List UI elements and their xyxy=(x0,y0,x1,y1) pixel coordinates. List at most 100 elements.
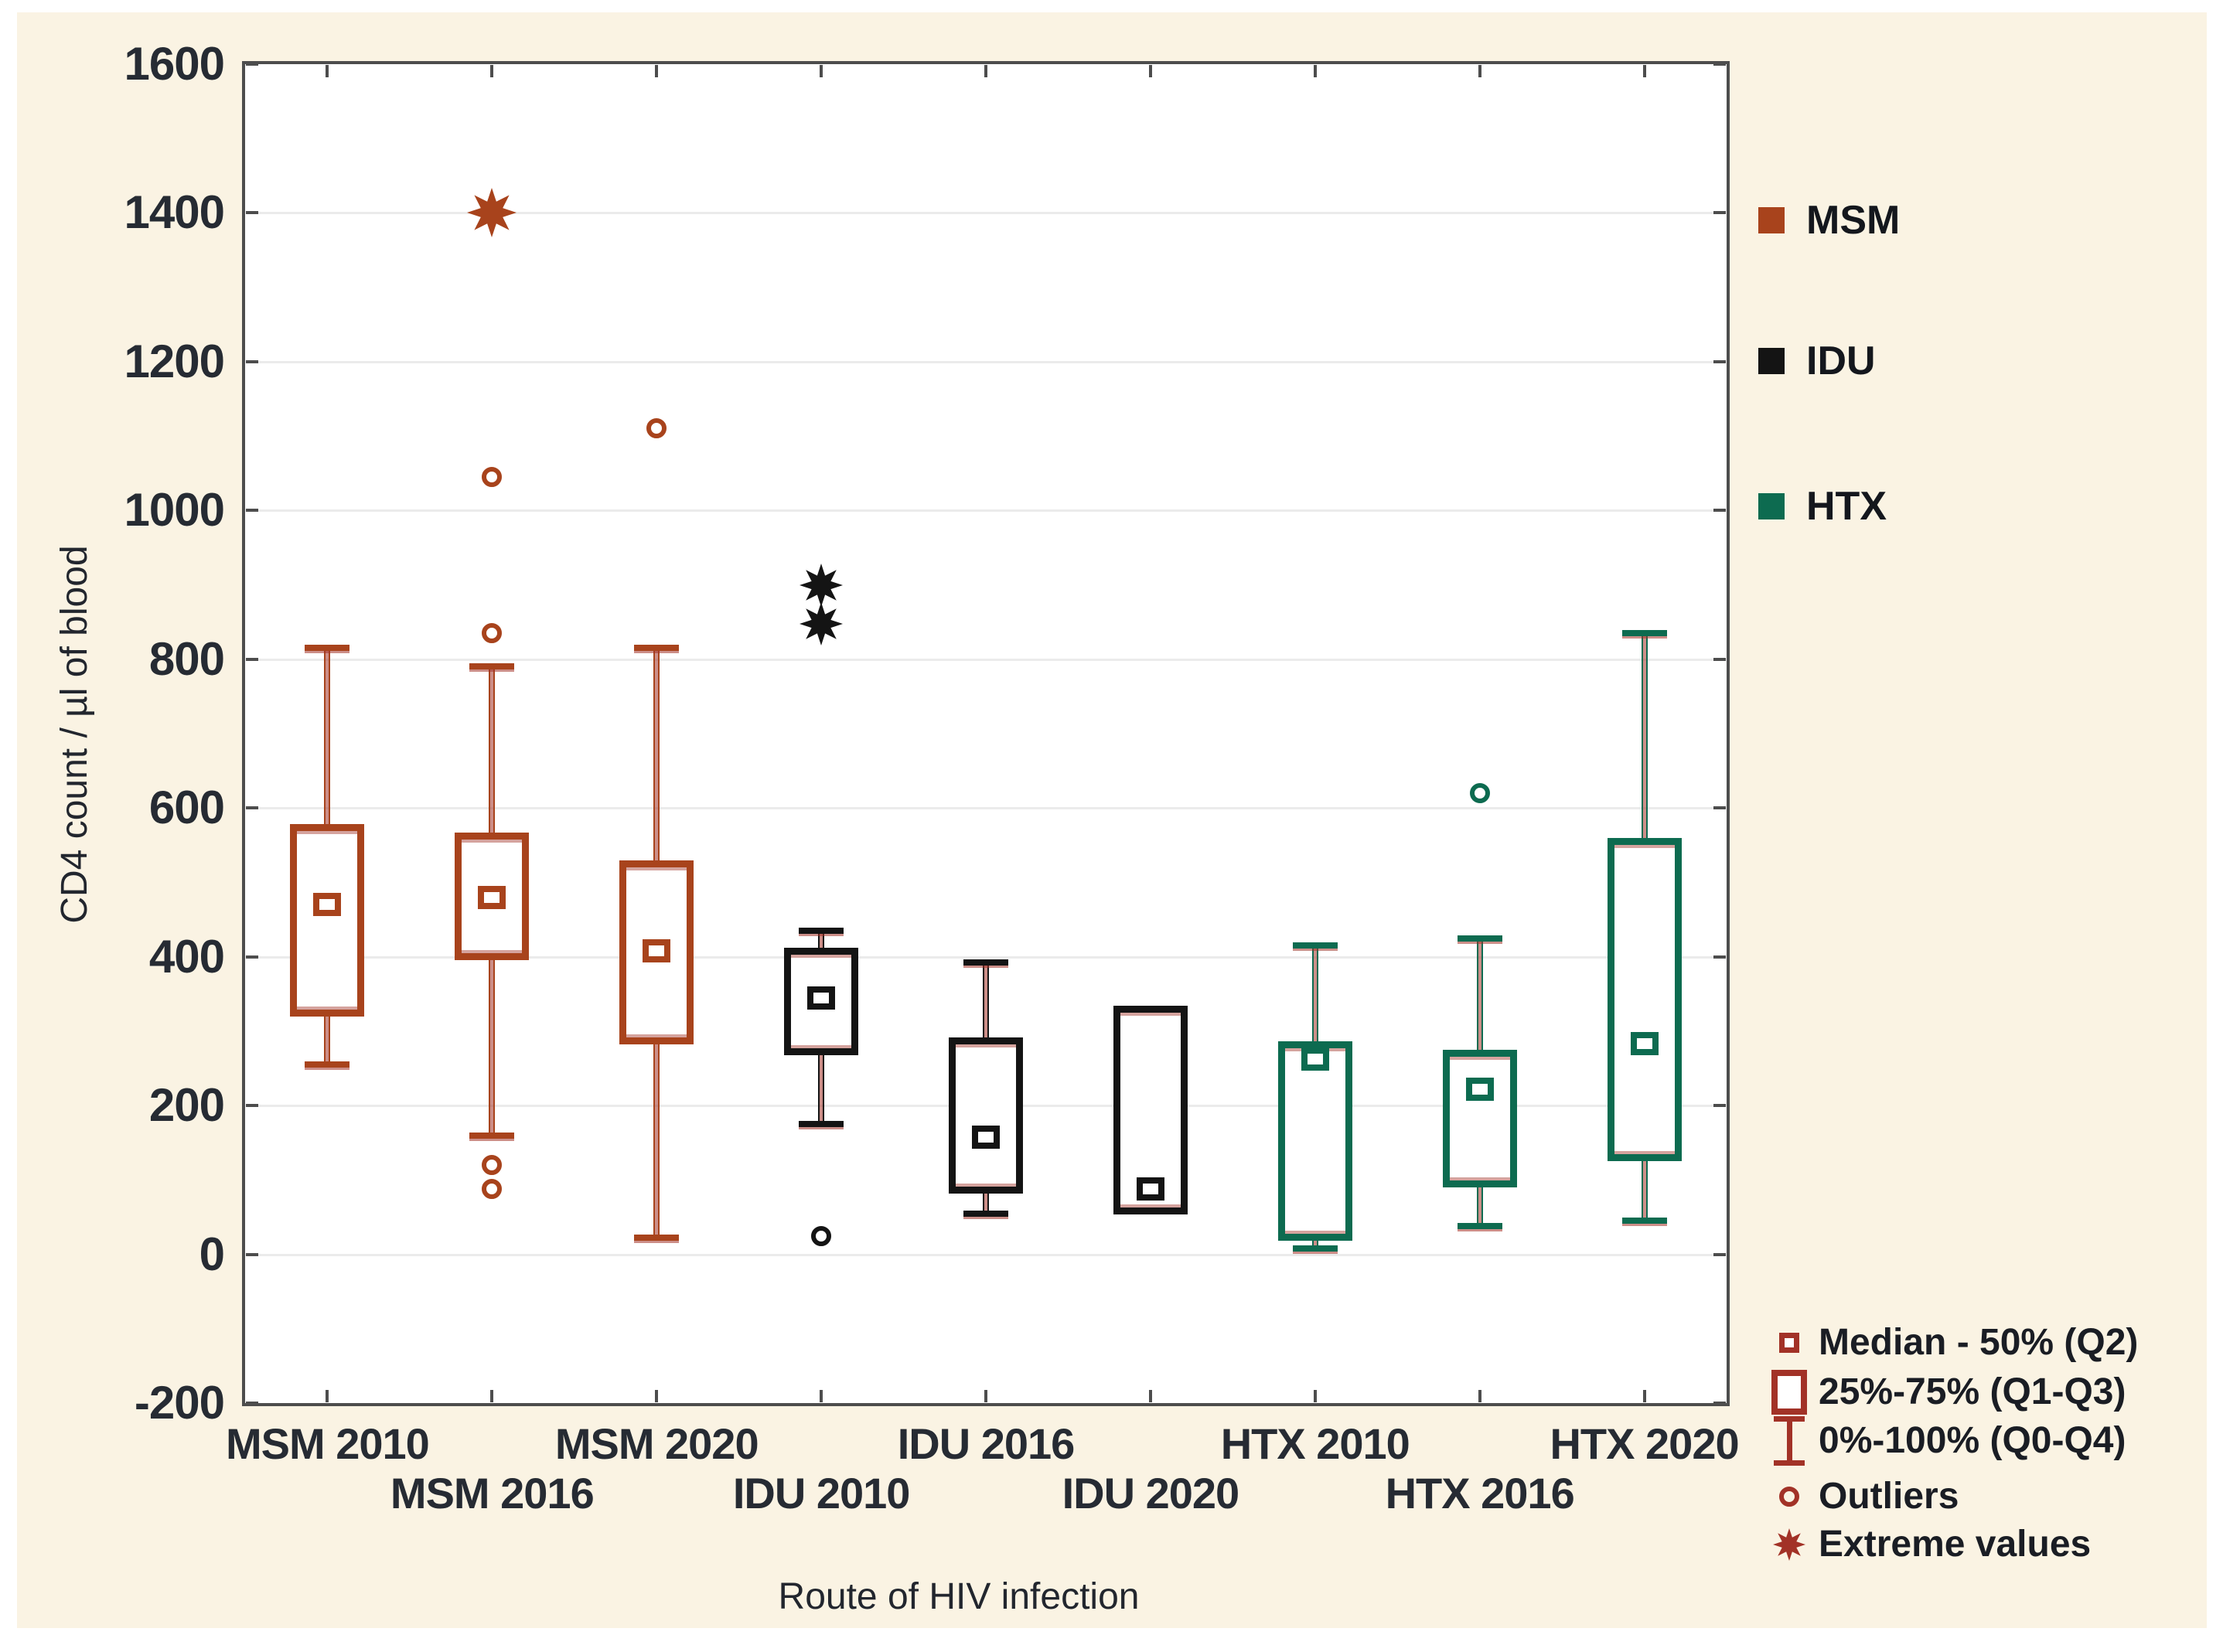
x-tick-top xyxy=(655,65,659,77)
whisker-cap-bottom xyxy=(305,1061,350,1068)
whisker-cap-bottom xyxy=(1621,1218,1667,1225)
y-tick-right xyxy=(1713,955,1726,959)
y-tick-right xyxy=(1713,1104,1726,1108)
extreme-star-icon xyxy=(800,601,844,645)
y-tick-right xyxy=(1713,657,1726,661)
x-tick-label-htx-2016: HTX 2016 xyxy=(1385,1469,1575,1517)
outlier-circle xyxy=(482,1178,503,1199)
whisker-line-bottom xyxy=(324,1016,331,1065)
whisker-icon-line xyxy=(1787,1416,1792,1466)
whisker-cap-top xyxy=(1457,935,1502,942)
legend-item-label: IDU xyxy=(1806,339,1876,383)
whisker-cap-bottom xyxy=(634,1235,680,1242)
x-tick-top xyxy=(1478,65,1481,77)
median-marker xyxy=(313,893,342,917)
y-tick-right xyxy=(1713,211,1726,215)
y-tick-label: 600 xyxy=(148,782,225,834)
x-tick-label-htx-2020: HTX 2020 xyxy=(1550,1419,1739,1468)
x-tick-label-htx-2010: HTX 2010 xyxy=(1220,1419,1410,1468)
x-tick-bottom xyxy=(490,1390,494,1402)
whisker-line-top xyxy=(324,648,331,825)
legend-item-label: Median - 50% (Q2) xyxy=(1819,1322,2139,1363)
whisker-cap-bottom xyxy=(799,1121,844,1128)
whisker-icon-cap-bottom xyxy=(1774,1460,1805,1466)
y-tick-left xyxy=(246,1402,258,1405)
median-marker xyxy=(478,885,506,909)
y-tick-right xyxy=(1713,1402,1726,1405)
y-tick-right xyxy=(1713,1252,1726,1256)
whisker-line-bottom xyxy=(1476,1187,1483,1226)
whisker-cap-bottom xyxy=(469,1132,515,1139)
y-axis-title: CD4 count / µl of blood xyxy=(54,545,95,924)
x-tick-top xyxy=(326,65,329,77)
whisker-line-top xyxy=(1311,945,1318,1042)
x-tick-bottom xyxy=(1642,1390,1646,1402)
x-tick-label-idu-2020: IDU 2020 xyxy=(1062,1469,1240,1517)
y-tick-label: 1000 xyxy=(124,484,225,536)
y-tick-left xyxy=(246,806,258,810)
y-tick-label: 1600 xyxy=(124,38,225,90)
x-tick-top xyxy=(1642,65,1646,77)
whisker-line-top xyxy=(489,666,496,833)
whisker-line-bottom xyxy=(489,960,496,1136)
median-marker xyxy=(972,1125,1000,1149)
legend-item-label: Extreme values xyxy=(1819,1524,2092,1565)
gridline-1000 xyxy=(246,509,1726,513)
median-marker xyxy=(1136,1177,1164,1201)
whisker-cap-top xyxy=(305,645,350,652)
whisker-cap-top xyxy=(634,645,680,652)
whisker-line-top xyxy=(818,930,825,949)
x-tick-top xyxy=(820,65,823,77)
legend-item-label: 25%-75% (Q1-Q3) xyxy=(1819,1371,2126,1412)
y-tick-left xyxy=(246,1104,258,1108)
extreme-star-icon xyxy=(1773,1528,1805,1561)
median-marker xyxy=(643,938,671,962)
legend-item-label: HTX xyxy=(1806,484,1887,529)
median-square-icon xyxy=(1779,1333,1799,1353)
y-tick-label: 1200 xyxy=(124,335,225,387)
median-marker xyxy=(807,986,836,1010)
x-axis-title: Route of HIV infection xyxy=(778,1576,1140,1617)
outlier-circle xyxy=(646,418,667,439)
x-tick-top xyxy=(984,65,987,77)
box-rect xyxy=(290,824,365,1017)
legend-swatch-icon xyxy=(1758,493,1785,519)
x-tick-bottom xyxy=(326,1390,329,1402)
gridline-800 xyxy=(246,658,1726,661)
box-rect xyxy=(949,1037,1023,1194)
whisker-cap-bottom xyxy=(1457,1222,1502,1229)
whisker-line-bottom xyxy=(983,1193,989,1214)
whisker-cap-top xyxy=(799,927,844,934)
legend-swatch-icon xyxy=(1758,207,1785,233)
outlier-circle-icon xyxy=(1779,1487,1799,1507)
x-tick-bottom xyxy=(655,1390,659,1402)
y-tick-label: 200 xyxy=(148,1079,225,1132)
outlier-circle xyxy=(482,623,503,644)
gridline-0 xyxy=(246,1253,1726,1256)
legend-swatch-icon xyxy=(1758,348,1785,374)
box-rect xyxy=(1277,1041,1352,1242)
whisker-icon-cap-top xyxy=(1774,1416,1805,1422)
y-tick-label: 800 xyxy=(148,632,225,685)
box-rect xyxy=(1442,1049,1517,1187)
x-tick-bottom xyxy=(1148,1390,1152,1402)
whisker-cap-top xyxy=(1621,630,1667,637)
whisker-cap-bottom xyxy=(1292,1245,1338,1252)
gridline-1400 xyxy=(246,212,1726,215)
outlier-circle xyxy=(1469,782,1490,803)
whisker-line-top xyxy=(653,648,660,860)
x-tick-top xyxy=(1313,65,1317,77)
legend-item-label: Outliers xyxy=(1819,1476,1959,1517)
x-tick-bottom xyxy=(820,1390,823,1402)
y-tick-label: 1400 xyxy=(124,186,225,239)
legend-item-label: MSM xyxy=(1806,198,1901,243)
whisker-cap-bottom xyxy=(963,1210,1008,1217)
y-tick-left xyxy=(246,359,258,363)
extreme-star-icon xyxy=(800,563,844,607)
y-tick-left xyxy=(246,955,258,959)
y-tick-right xyxy=(1713,359,1726,363)
whisker-line-bottom xyxy=(1641,1161,1648,1221)
whisker-line-top xyxy=(1476,938,1483,1050)
x-tick-label-msm-2016: MSM 2016 xyxy=(390,1469,595,1517)
